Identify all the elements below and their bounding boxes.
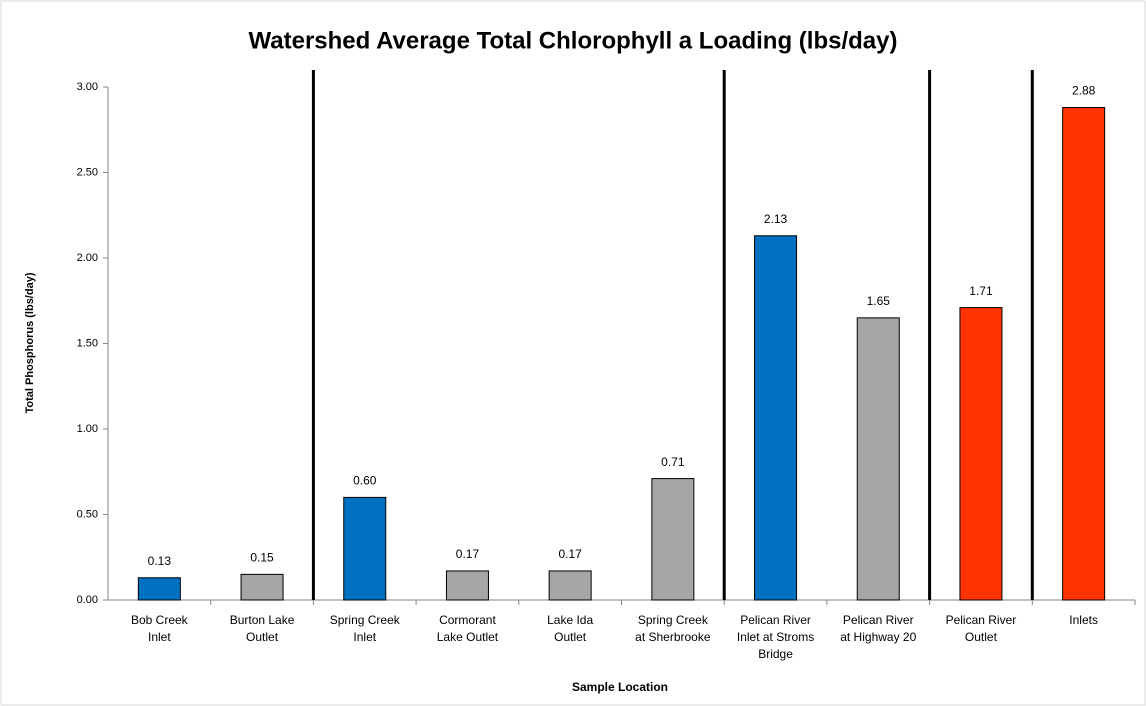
value-label: 2.88 <box>1072 84 1096 98</box>
bar <box>1062 107 1106 601</box>
x-tick-label: Burton Lake Outlet <box>229 613 295 644</box>
x-tick-label: Pelican River Outlet <box>945 613 1017 644</box>
y-tick-label: 0.50 <box>77 508 98 520</box>
y-tick-label: 0.00 <box>77 594 98 606</box>
y-tick-label: 2.50 <box>77 166 98 178</box>
bar <box>445 570 489 601</box>
bar <box>856 317 900 601</box>
x-tick-label: Spring Creek at Sherbrooke <box>635 613 711 644</box>
bar <box>137 577 181 601</box>
x-tick-label: Cormorant Lake Outlet <box>436 613 499 644</box>
bar <box>651 478 695 601</box>
x-tick-label: Inlets <box>1069 613 1098 627</box>
value-label: 0.13 <box>148 554 172 568</box>
bar <box>754 235 798 601</box>
y-tick-label: 1.50 <box>77 337 98 349</box>
value-label: 1.71 <box>969 284 993 298</box>
x-tick-label: Spring Creek Inlet <box>329 613 400 644</box>
y-axis-title: Total Phosphorus (lbs/day) <box>24 272 36 413</box>
value-label: 0.17 <box>456 547 480 561</box>
value-label: 1.65 <box>867 294 891 308</box>
bar <box>548 570 592 601</box>
bar <box>959 307 1003 601</box>
x-tick-label: Pelican River Inlet at Stroms Bridge <box>736 613 815 661</box>
value-label: 0.71 <box>661 455 685 469</box>
x-tick-label: Bob Creek Inlet <box>130 613 188 644</box>
y-tick-label: 1.00 <box>77 423 98 435</box>
value-label: 0.60 <box>353 474 377 488</box>
value-label: 0.15 <box>250 551 274 565</box>
chart-title: Watershed Average Total Chlorophyll a Lo… <box>249 27 898 54</box>
value-label: 2.13 <box>764 212 788 226</box>
x-axis-title: Sample Location <box>572 680 668 694</box>
y-tick-label: 2.00 <box>77 252 98 264</box>
x-tick-label: Lake Ida Outlet <box>547 613 594 644</box>
bar <box>240 573 284 601</box>
bar <box>343 496 387 601</box>
x-tick-label: Pelican River at Highway 20 <box>840 613 917 644</box>
y-tick-label: 3.00 <box>77 81 98 93</box>
value-label: 0.17 <box>558 547 582 561</box>
